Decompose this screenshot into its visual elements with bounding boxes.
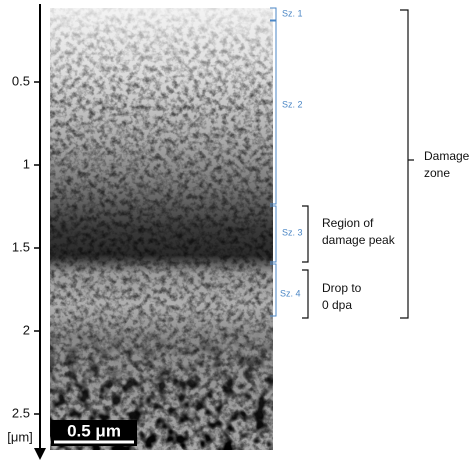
- sub-zone-brackets: [270, 7, 277, 317]
- region-label: zone: [424, 166, 450, 180]
- tick-label: 2.5: [12, 405, 30, 420]
- region-label: Region of: [322, 216, 374, 230]
- scale-bar-label: 0.5 μm: [67, 421, 121, 440]
- region-brackets: [302, 9, 414, 319]
- sub-zone-label: Sz. 4: [280, 288, 301, 298]
- region-label: 0 dpa: [322, 298, 352, 312]
- sub-zone-label: Sz. 3: [282, 227, 303, 237]
- tick-label: 0.5: [12, 73, 30, 88]
- axis-unit: [μm]: [7, 429, 33, 444]
- region-label: damage peak: [322, 233, 396, 247]
- tick-label: 2: [23, 322, 30, 337]
- tick-label: 1: [23, 156, 30, 171]
- micrograph: [50, 8, 273, 450]
- depth-axis: [μm]: [7, 4, 46, 460]
- region-label: Damage: [424, 149, 470, 163]
- sub-zone-label: Sz. 2: [282, 99, 303, 109]
- region-label: Drop to: [322, 281, 362, 295]
- scale-bar: 0.5 μm: [51, 420, 137, 446]
- sub-zone-label: Sz. 1: [282, 8, 303, 18]
- tick-label: 1.5: [12, 239, 30, 254]
